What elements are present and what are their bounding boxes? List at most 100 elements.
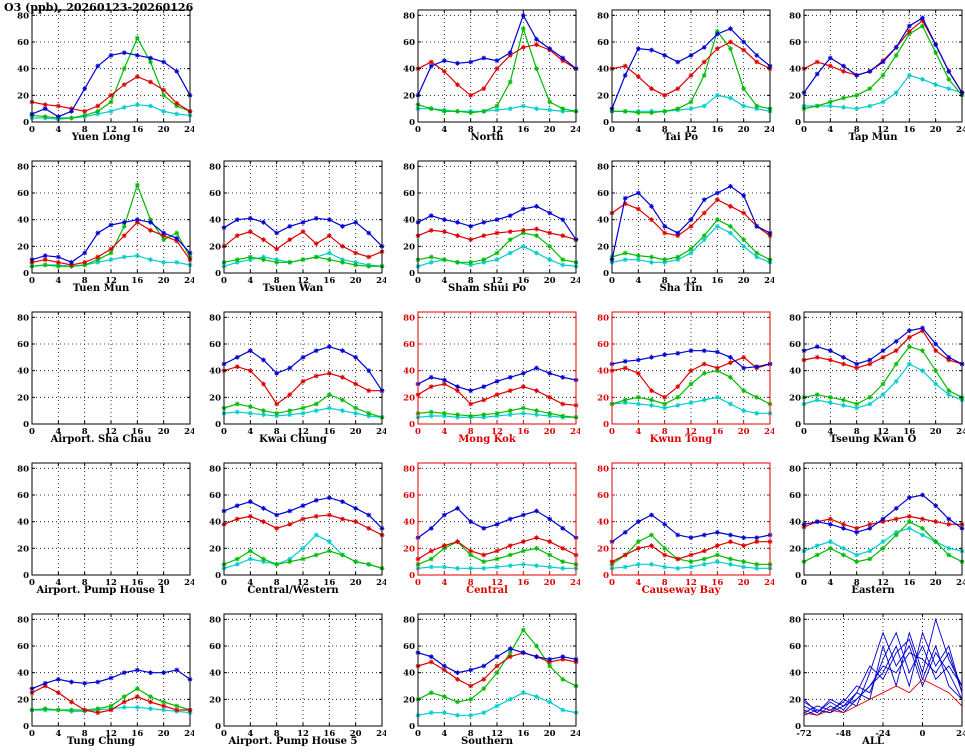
x-tick-label: 8 xyxy=(274,729,280,738)
x-tick-label: 4 xyxy=(441,125,447,134)
x-tick-label: 0 xyxy=(29,276,35,285)
x-tick-label: 16 xyxy=(323,276,335,285)
x-tick-label: 12 xyxy=(685,276,697,285)
x-tick-label: 20 xyxy=(544,276,556,285)
chart-panel-mong-kok: 0 4 8 12 16 20 24 0 20 40 60 80 Mong Kok xyxy=(394,306,584,445)
x-tick-label: 24 xyxy=(570,125,580,134)
chart-panel-causeway-bay: 0 4 8 12 16 20 24 0 20 40 60 80 Causeway Bay xyxy=(588,457,778,596)
x-tick-label: -48 xyxy=(836,729,851,738)
x-tick-label: 20 xyxy=(350,276,362,285)
x-tick-label: 12 xyxy=(297,578,309,587)
x-tick-label: 20 xyxy=(544,729,556,738)
y-tick-label: 80 xyxy=(17,615,29,625)
x-tick-label: 12 xyxy=(685,125,697,134)
y-tick-label: 80 xyxy=(597,464,609,474)
y-tick-label: 20 xyxy=(209,544,221,554)
chart-title-causeway-bay: Causeway Bay xyxy=(641,585,721,596)
x-tick-label: 16 xyxy=(711,578,723,587)
x-tick-label: 20 xyxy=(738,427,750,436)
y-tick-label: 20 xyxy=(17,91,29,101)
x-tick-label: 20 xyxy=(930,427,942,436)
plot-tuen-mun: 0 4 8 12 16 20 24 0 20 40 60 80 xyxy=(17,160,194,285)
chart-title-airport-pump-house-1: Airport. Pump House 1 xyxy=(36,585,166,596)
y-tick-label: 20 xyxy=(597,393,609,403)
chart-title-central: Central xyxy=(466,585,508,596)
x-tick-label: 8 xyxy=(468,125,474,134)
y-tick-label: 60 xyxy=(789,491,801,501)
x-tick-label: 12 xyxy=(105,276,117,285)
y-tick-label: 0 xyxy=(409,118,415,128)
page-title: O3 (ppb), 20260123-20260126 xyxy=(4,1,194,14)
x-tick-label: 16 xyxy=(903,578,915,587)
x-tick-label: 4 xyxy=(247,729,253,738)
plot-kwun-tong: 0 4 8 12 16 20 24 0 20 40 60 80 xyxy=(597,311,774,436)
chart-title-central-western: Central/Western xyxy=(247,585,339,596)
plot-airport-pump-house-1: 0 4 8 12 16 20 24 0 20 40 60 80 xyxy=(17,462,194,587)
x-tick-label: 24 xyxy=(764,578,774,587)
x-tick-label: 16 xyxy=(903,125,915,134)
plot-tsuen-wan: 0 4 8 12 16 20 24 0 20 40 60 80 xyxy=(209,160,386,285)
x-tick-label: 0 xyxy=(920,729,926,738)
chart-panel-central: 0 4 8 12 16 20 24 0 20 40 60 80 Central xyxy=(394,457,584,596)
chart-title-eastern: Eastern xyxy=(851,585,895,596)
y-tick-label: 60 xyxy=(209,491,221,501)
y-tick-label: 60 xyxy=(597,189,609,199)
y-tick-label: 80 xyxy=(17,11,29,21)
y-tick-label: 40 xyxy=(209,518,221,528)
y-tick-label: 20 xyxy=(597,544,609,554)
x-tick-label: 24 xyxy=(376,427,386,436)
chart-title-yuen-long: Yuen Long xyxy=(71,132,131,143)
y-tick-label: 60 xyxy=(209,189,221,199)
x-tick-label: 0 xyxy=(29,729,35,738)
y-tick-label: 60 xyxy=(17,38,29,48)
chart-title-mong-kok: Mong Kok xyxy=(458,434,516,445)
x-tick-label: 0 xyxy=(415,578,421,587)
plot-yuen-long: 0 4 8 12 16 20 24 0 20 40 60 80 xyxy=(17,9,194,134)
chart-title-southern: Southern xyxy=(461,736,513,747)
x-tick-label: 12 xyxy=(297,276,309,285)
x-tick-label: 0 xyxy=(29,125,35,134)
x-tick-label: 12 xyxy=(105,578,117,587)
y-tick-label: 80 xyxy=(403,313,415,323)
x-tick-label: 0 xyxy=(415,427,421,436)
x-tick-label: 24 xyxy=(764,276,774,285)
x-tick-label: 20 xyxy=(158,729,170,738)
chart-panel-central-western: 0 4 8 12 16 20 24 0 20 40 60 80 Central/Western xyxy=(200,457,390,596)
x-tick-label: 20 xyxy=(930,125,942,134)
x-tick-label: 20 xyxy=(544,427,556,436)
x-tick-label: 4 xyxy=(55,729,61,738)
x-tick-label: 12 xyxy=(491,276,503,285)
y-tick-label: 20 xyxy=(789,544,801,554)
y-tick-label: 0 xyxy=(603,571,609,581)
x-tick-label: 20 xyxy=(158,427,170,436)
x-tick-label: 12 xyxy=(491,578,503,587)
plot-tseung-kwan-o: 0 4 8 12 16 20 24 0 20 40 60 80 xyxy=(789,311,965,436)
y-tick-label: 20 xyxy=(403,91,415,101)
x-tick-label: 24 xyxy=(376,578,386,587)
x-tick-label: 24 xyxy=(956,578,965,587)
x-tick-label: 8 xyxy=(82,125,88,134)
plot-airport-sha-chau: 0 4 8 12 16 20 24 0 20 40 60 80 xyxy=(17,311,194,436)
y-tick-label: 40 xyxy=(17,669,29,679)
chart-title-north: North xyxy=(470,132,504,143)
x-tick-label: 12 xyxy=(877,125,889,134)
y-tick-label: 80 xyxy=(789,11,801,21)
x-tick-label: 8 xyxy=(662,578,668,587)
y-tick-label: 80 xyxy=(789,464,801,474)
y-tick-label: 80 xyxy=(403,615,415,625)
x-tick-label: 24 xyxy=(570,729,580,738)
y-tick-label: 20 xyxy=(597,242,609,252)
x-tick-label: 16 xyxy=(131,125,143,134)
chart-panel-north: 0 4 8 12 16 20 24 0 20 40 60 80 North xyxy=(394,4,584,143)
y-tick-label: 20 xyxy=(403,393,415,403)
x-tick-label: 4 xyxy=(55,276,61,285)
x-tick-label: 4 xyxy=(247,578,253,587)
x-tick-label: -72 xyxy=(796,729,811,738)
chart-panel-sha-tin: 0 4 8 12 16 20 24 0 20 40 60 80 Sha Tin xyxy=(588,155,778,294)
chart-title-sha-tin: Sha Tin xyxy=(659,283,703,294)
x-tick-label: 24 xyxy=(376,276,386,285)
chart-panel-tuen-mun: 0 4 8 12 16 20 24 0 20 40 60 80 Tuen Mun xyxy=(8,155,198,294)
x-tick-label: 16 xyxy=(131,427,143,436)
x-tick-label: 8 xyxy=(854,125,860,134)
chart-title-tuen-mun: Tuen Mun xyxy=(72,283,130,294)
